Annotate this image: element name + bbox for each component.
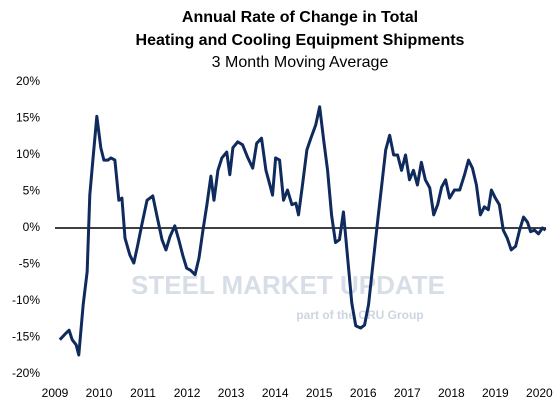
chart-subtitle: 3 Month Moving Average: [212, 54, 389, 71]
chart-title: Annual Rate of Change in Total: [182, 9, 418, 26]
data-line: [58, 105, 547, 357]
chart-title: Heating and Cooling Equipment Shipments: [136, 32, 465, 49]
x-tick-label: 2010: [86, 386, 113, 400]
x-tick-label: 2020: [526, 386, 553, 400]
x-tick-label: 2011: [130, 386, 156, 400]
y-tick-label: 0%: [23, 220, 41, 234]
y-tick-label: 5%: [23, 184, 41, 198]
x-tick-label: 2016: [350, 386, 377, 400]
x-tick-label: 2017: [394, 386, 421, 400]
watermark: part of the CRU Group: [296, 308, 423, 322]
y-tick-label: 10%: [16, 147, 40, 161]
x-tick-label: 2012: [174, 386, 201, 400]
y-tick-label: 20%: [16, 74, 40, 88]
y-tick-label: -5%: [19, 257, 41, 271]
x-tick-label: 2014: [262, 386, 289, 400]
x-tick-label: 2013: [218, 386, 245, 400]
x-tick-label: 2018: [438, 386, 465, 400]
y-tick-label: -20%: [12, 366, 40, 380]
watermark: STEEL MARKET UPDATE: [131, 270, 445, 300]
x-tick-label: 2019: [482, 386, 509, 400]
y-tick-label: -15%: [12, 330, 40, 344]
x-tick-label: 2015: [306, 386, 333, 400]
y-tick-label: -10%: [12, 293, 40, 307]
y-tick-label: 15%: [16, 111, 40, 125]
x-tick-label: 2009: [42, 386, 69, 400]
